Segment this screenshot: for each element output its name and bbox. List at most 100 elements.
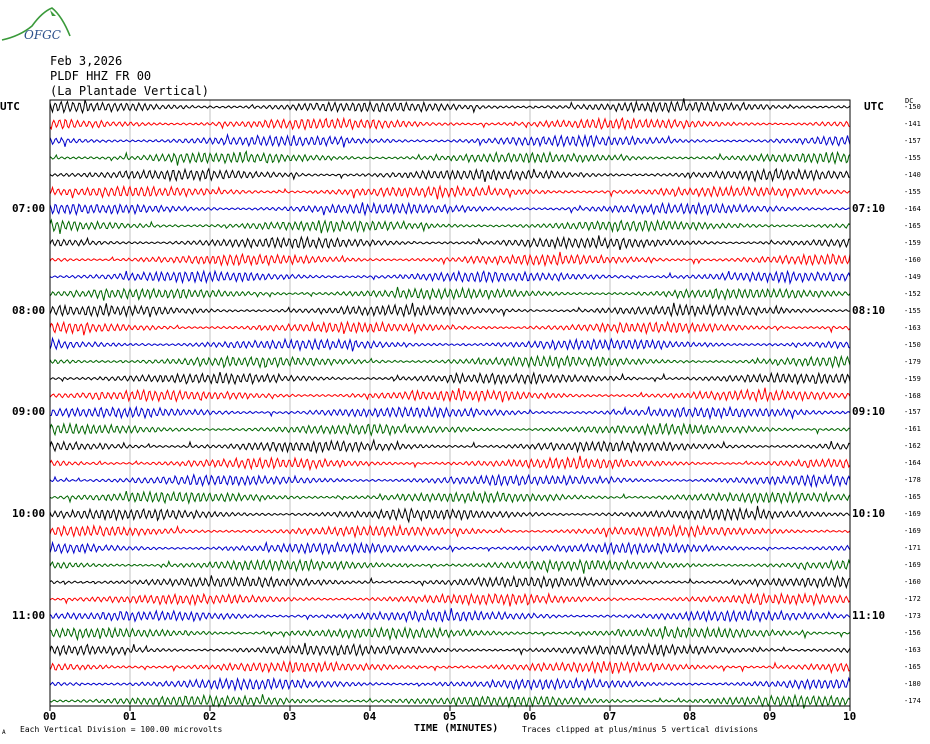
dc-label: DC [905,97,914,105]
right-hour-label: 08:10 [852,303,886,317]
dc-offset-6: -164 [904,204,921,213]
seismic-trace-7 [49,218,851,234]
seismic-trace-5 [49,184,851,200]
dc-offset-3: -155 [904,153,921,162]
seismic-trace-34 [49,676,851,692]
dc-offset-4: -140 [904,170,921,179]
seismic-traces [49,98,851,709]
dc-offset-25: -169 [904,527,921,536]
x-tick-label: 09 [763,710,777,723]
seismic-trace-18 [49,405,851,421]
left-hour-label: 09:00 [12,405,46,419]
dc-offset-7: -165 [904,221,921,230]
left-hour-label: 07:00 [12,201,46,215]
dc-offset-34: -180 [904,680,921,689]
seismic-trace-2 [49,132,851,148]
dc-offset-23: -165 [904,493,921,502]
dc-offset-15: -179 [904,357,921,366]
logo-mountain-icon [1,7,71,41]
seismic-trace-24 [49,505,851,524]
dc-offset-13: -163 [904,323,921,332]
left-utc-label: UTC [0,100,20,113]
header-station: PLDF HHZ FR 00 [50,69,152,83]
seismic-trace-31 [49,625,851,642]
header-date: Feb 3,2026 [50,54,123,68]
seismic-trace-14 [49,336,851,353]
dc-offset-0: -150 [904,103,921,111]
x-tick-label: 05 [443,710,457,723]
dc-offset-32: -163 [904,646,921,655]
seismic-trace-1 [49,116,851,131]
x-tick-label: 06 [523,710,537,723]
dc-offset-2: -157 [904,136,921,145]
dc-offset-12: -155 [904,306,921,315]
logo-text: OFGC [24,28,61,42]
dc-offset-33: -165 [904,663,921,672]
dc-offset-31: -156 [904,629,921,638]
dc-offset-35: -174 [904,697,921,705]
scale-note: Each Vertical Division = 100.00 microvol… [20,725,223,734]
seismic-trace-26 [49,540,851,556]
dc-offset-1: -141 [904,119,921,128]
seismic-trace-21 [49,455,851,472]
dc-offset-21: -164 [904,459,921,468]
x-tick-label: 10 [843,710,857,723]
x-tick-label: 08 [683,710,697,723]
dc-offset-27: -169 [904,561,921,570]
clip-note: Traces clipped at plus/minus 5 vertical … [522,725,759,734]
seismic-trace-16 [49,371,851,386]
dc-offset-30: -173 [904,612,921,621]
minute-grid [129,100,771,706]
corner-mark: A [2,729,6,736]
ofgc-logo: OFGC [0,2,80,46]
x-tick-label: 02 [203,710,217,723]
x-axis-title: TIME (MINUTES) [414,723,499,734]
seismic-trace-29 [49,591,851,607]
x-tick-label: 04 [363,710,377,723]
right-utc-label: UTC [864,100,884,113]
dc-offset-8: -159 [904,238,921,247]
seismic-trace-22 [49,473,851,489]
seismic-trace-4 [49,167,850,183]
seismic-trace-17 [49,387,851,403]
left-hour-label: 08:00 [12,303,46,317]
seismic-trace-33 [49,659,851,675]
x-tick-label: 03 [283,710,297,723]
dc-offset-14: -150 [904,340,921,349]
dc-offset-20: -162 [904,442,921,451]
seismic-trace-8 [49,235,851,251]
seismic-trace-10 [49,269,851,286]
seismic-trace-27 [49,558,851,574]
seismic-trace-20 [49,438,851,455]
seismic-trace-3 [49,149,851,166]
seismic-trace-30 [49,608,851,624]
dc-offset-28: -160 [904,578,921,587]
right-hour-label: 09:10 [852,405,886,419]
dc-offset-24: -169 [904,510,921,519]
seismic-trace-19 [49,421,851,437]
seismic-trace-9 [49,251,851,268]
seismic-trace-0 [49,98,851,115]
seismic-trace-12 [49,302,851,318]
dc-offset-18: -157 [904,408,921,417]
dc-offset-11: -152 [904,289,921,298]
dc-offset-10: -149 [904,272,921,281]
dc-offset-26: -171 [904,544,921,553]
seismic-trace-15 [49,354,851,370]
dc-offset-9: -160 [904,255,921,264]
dc-offset-29: -172 [904,595,921,604]
right-hour-label: 10:10 [852,507,886,521]
seismic-trace-23 [49,489,851,505]
x-tick-label: 01 [123,710,137,723]
dc-offset-22: -178 [904,476,921,485]
header-location: (La Plantade Vertical) [50,84,209,98]
dc-offset-16: -159 [904,374,921,383]
left-hour-label: 10:00 [12,507,46,521]
seismic-trace-13 [49,320,851,336]
seismic-trace-28 [49,574,851,590]
x-tick-label: 07 [603,710,617,723]
right-hour-label: 07:10 [852,201,886,215]
x-axis-ticks [49,706,851,711]
x-tick-label: 00 [43,710,57,723]
